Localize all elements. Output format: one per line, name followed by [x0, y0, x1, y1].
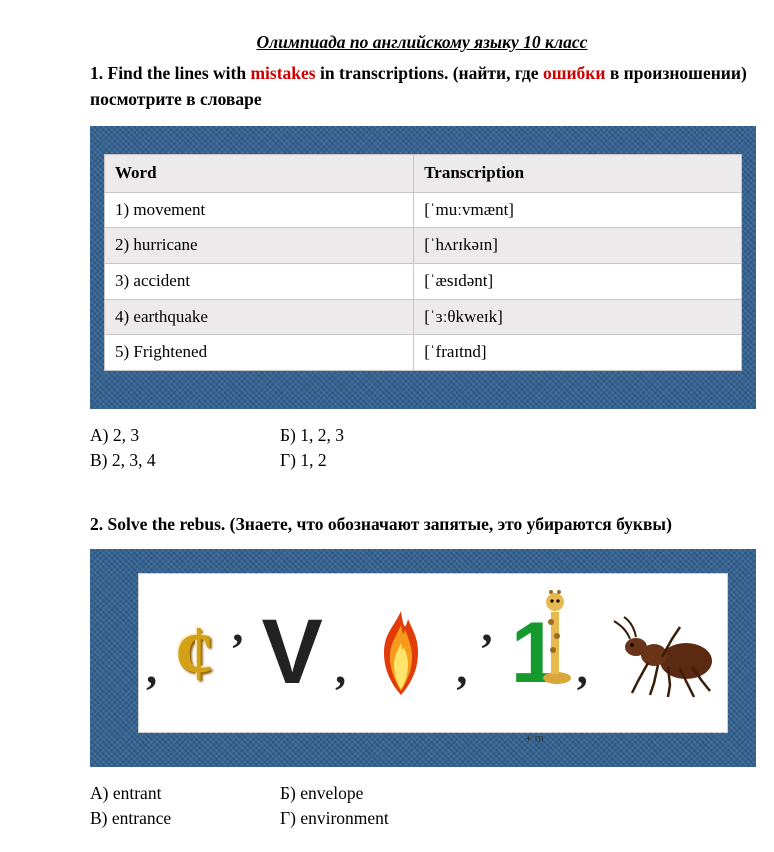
table-row: 3) accident [ˈæsɪdənt]: [105, 264, 742, 300]
q2-answers: А) entrant Б) envelope В) entrance Г) en…: [90, 781, 754, 832]
plus-m-label: + m: [525, 732, 544, 748]
q1-answers: А) 2, 3 Б) 1, 2, 3 В) 2, 3, 4 Г) 1, 2: [90, 423, 754, 474]
table-row: 2) hurricane [ˈhʌrɪkəɪn]: [105, 228, 742, 264]
ant-icon: [606, 574, 716, 732]
table-panel: Word Transcription 1) movement [ˈmuːvmæn…: [90, 126, 756, 409]
opt-v: В) 2, 3, 4: [90, 448, 280, 473]
fire-icon: [364, 574, 438, 732]
number-one-icon: 1 + m: [511, 574, 559, 732]
cell-word: 4) earthquake: [105, 299, 414, 335]
opt-g: Г) 1, 2: [280, 448, 327, 473]
cell-word: 5) Frightened: [105, 335, 414, 371]
question-2: 2. Solve the rebus. (Знаете, что обознач…: [90, 512, 754, 537]
cell-word: 1) movement: [105, 192, 414, 228]
rebus-row: , ¢ , V , , , 1: [138, 573, 728, 733]
cell-trans: [ˈæsɪdənt]: [414, 264, 742, 300]
table-row: 4) earthquake [ˈɜːθkweɪk]: [105, 299, 742, 335]
q1-errors: ошибки: [543, 63, 606, 83]
apostrophe-icon: ,: [482, 605, 493, 649]
page-title: Олимпиада по английскому языку 10 класс: [90, 30, 754, 55]
opt2-a: А) entrant: [90, 781, 280, 806]
q1-mid: in transcriptions. (найти, где: [316, 63, 543, 83]
opt2-b: Б) envelope: [280, 781, 363, 806]
q1-prefix: 1. Find the lines with: [90, 63, 250, 83]
q1-mistakes: mistakes: [250, 63, 315, 83]
comma-icon: ,: [456, 647, 467, 691]
opt-a: А) 2, 3: [90, 423, 280, 448]
comma-icon: ,: [577, 647, 588, 691]
cell-trans: [ˈɜːθkweɪk]: [414, 299, 742, 335]
cell-trans: [ˈhʌrɪkəɪn]: [414, 228, 742, 264]
th-transcription: Transcription: [414, 155, 742, 193]
question-1: 1. Find the lines with mistakes in trans…: [90, 61, 754, 112]
opt2-v: В) entrance: [90, 806, 280, 831]
giraffe-icon: [539, 586, 581, 686]
cell-trans: [ˈmuːvmænt]: [414, 192, 742, 228]
rebus-panel: , ¢ , V , , , 1: [90, 549, 756, 767]
apostrophe-icon: ,: [232, 605, 243, 649]
comma-icon: ,: [146, 647, 157, 691]
transcription-table: Word Transcription 1) movement [ˈmuːvmæn…: [104, 154, 742, 371]
cent-icon: ¢: [175, 574, 214, 732]
opt-b: Б) 1, 2, 3: [280, 423, 344, 448]
table-row: 5) Frightened [ˈfraɪtnd]: [105, 335, 742, 371]
cell-word: 2) hurricane: [105, 228, 414, 264]
table-row: 1) movement [ˈmuːvmænt]: [105, 192, 742, 228]
opt2-g: Г) environment: [280, 806, 389, 831]
comma-icon: ,: [335, 647, 346, 691]
cell-word: 3) accident: [105, 264, 414, 300]
letter-v-icon: V: [262, 574, 317, 732]
th-word: Word: [105, 155, 414, 193]
cell-trans: [ˈfraɪtnd]: [414, 335, 742, 371]
